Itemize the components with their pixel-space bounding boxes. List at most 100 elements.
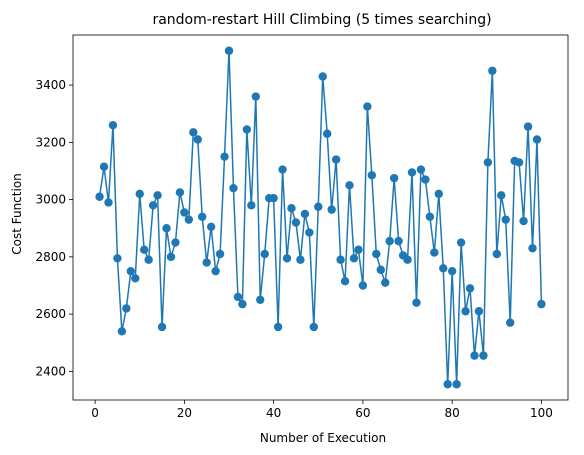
data-point xyxy=(211,266,220,276)
data-point xyxy=(242,125,252,134)
data-point xyxy=(389,173,399,183)
data-point xyxy=(532,135,542,144)
data-point xyxy=(162,224,171,233)
data-point xyxy=(144,255,153,264)
data-point xyxy=(349,254,359,263)
data-point xyxy=(184,215,194,224)
data-point xyxy=(300,209,310,219)
data-point xyxy=(528,244,537,253)
data-point xyxy=(385,236,394,246)
data-point xyxy=(171,238,180,247)
data-point xyxy=(95,192,104,201)
data-point xyxy=(153,191,162,200)
plot-frame xyxy=(72,34,569,401)
data-point xyxy=(479,351,488,360)
data-point xyxy=(327,205,336,214)
data-point xyxy=(331,155,341,164)
data-point xyxy=(514,158,524,167)
chart-title: random-restart Hill Climbing (5 times se… xyxy=(152,12,491,28)
data-point xyxy=(215,249,225,259)
data-point xyxy=(456,238,466,247)
data-point xyxy=(233,292,243,302)
data-point xyxy=(220,152,229,161)
data-point xyxy=(425,212,435,221)
data-point xyxy=(157,322,167,332)
data-point xyxy=(421,175,430,184)
data-point xyxy=(305,228,314,237)
data-point xyxy=(537,299,546,309)
data-point xyxy=(492,249,502,259)
series-points xyxy=(95,46,546,389)
data-point xyxy=(198,212,207,221)
x-tick-label: 60 xyxy=(355,406,370,420)
data-point xyxy=(367,171,377,180)
data-point xyxy=(193,135,202,144)
data-point xyxy=(363,102,372,111)
data-point xyxy=(309,322,318,332)
data-point xyxy=(381,278,390,287)
data-point xyxy=(483,158,493,167)
data-point xyxy=(403,255,412,264)
data-point xyxy=(269,193,278,203)
data-point xyxy=(314,202,323,211)
y-tick-label: 2800 xyxy=(35,250,66,264)
y-tick-label: 3000 xyxy=(35,193,66,207)
data-point xyxy=(180,208,189,217)
y-tick-label: 3200 xyxy=(35,135,66,149)
data-point xyxy=(273,322,283,332)
data-point xyxy=(488,66,497,75)
data-point xyxy=(345,181,354,190)
x-tick-label: 80 xyxy=(445,406,460,420)
x-tick-label: 0 xyxy=(91,406,99,420)
data-point xyxy=(372,249,381,259)
x-tick-label: 20 xyxy=(177,406,192,420)
data-point xyxy=(416,165,426,174)
data-point xyxy=(247,201,256,210)
data-point xyxy=(407,168,417,177)
data-point xyxy=(108,120,118,130)
x-axis-label: Number of Execution xyxy=(260,431,386,445)
data-point xyxy=(501,215,510,224)
data-point xyxy=(412,298,421,307)
data-point xyxy=(474,307,484,316)
data-point xyxy=(358,281,368,290)
data-point xyxy=(336,255,345,264)
data-point xyxy=(497,191,506,200)
data-point xyxy=(506,318,515,327)
data-point xyxy=(318,72,327,81)
data-point xyxy=(354,245,363,254)
data-point xyxy=(452,380,461,389)
data-point xyxy=(251,92,260,101)
series-line xyxy=(98,50,543,385)
data-point xyxy=(113,254,122,263)
data-point xyxy=(122,304,131,313)
data-point xyxy=(376,265,385,274)
x-tick-label: 40 xyxy=(266,406,281,420)
data-point xyxy=(206,222,216,231)
data-point xyxy=(135,189,144,199)
data-point xyxy=(443,380,452,389)
data-point xyxy=(434,189,443,199)
data-point xyxy=(291,218,301,227)
data-point xyxy=(278,165,287,174)
data-point xyxy=(447,266,457,276)
data-point xyxy=(519,216,528,226)
data-point xyxy=(394,236,403,246)
data-point xyxy=(287,204,296,213)
data-point xyxy=(282,254,292,263)
data-point xyxy=(296,255,305,264)
data-point xyxy=(238,299,247,309)
y-axis-label: Cost Function xyxy=(10,173,24,255)
data-point xyxy=(439,264,448,273)
data-point xyxy=(430,248,439,257)
data-point xyxy=(126,266,135,276)
data-point xyxy=(131,274,140,283)
data-point xyxy=(340,277,350,286)
data-point xyxy=(260,249,269,259)
data-point xyxy=(175,188,185,197)
y-axis: 2400 2600 2800 3000 3200 3400 xyxy=(35,78,73,378)
data-point xyxy=(99,162,109,171)
data-point xyxy=(256,295,265,304)
data-point xyxy=(139,245,149,254)
